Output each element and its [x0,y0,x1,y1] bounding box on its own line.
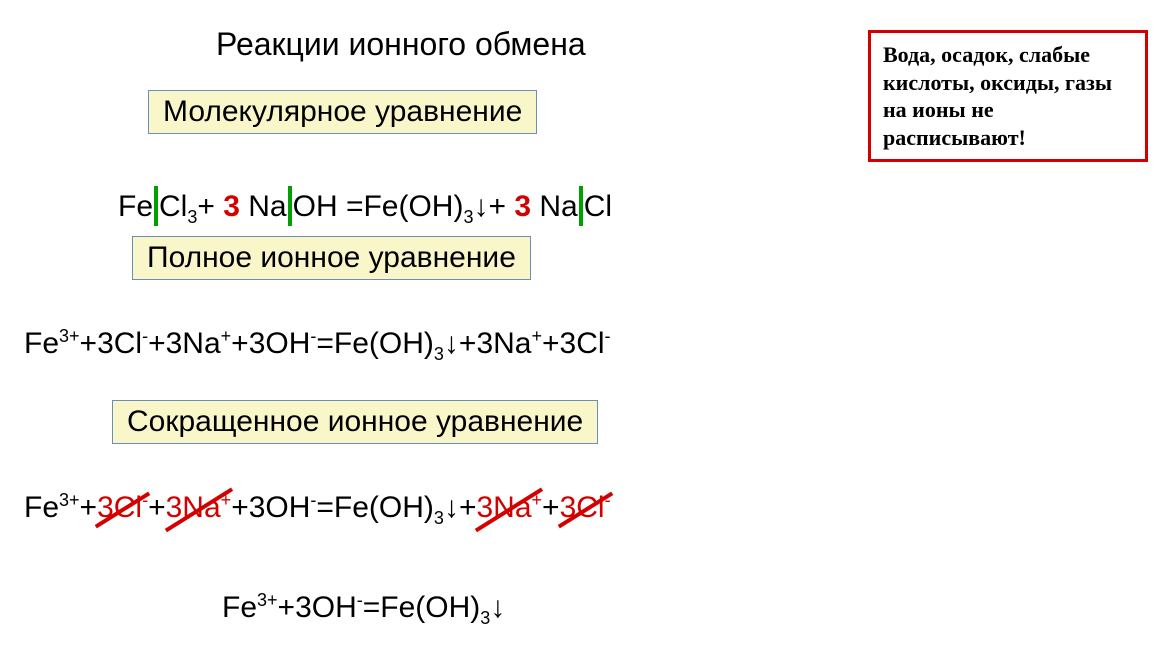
page-title: Реакции ионного обмена [216,26,586,63]
label-full-ionic: Полное ионное уравнение [132,236,531,280]
note-box: Вода, осадок, слабые кислоты, оксиды, га… [868,30,1148,162]
equation-full-ionic: Fe3++3Cl-+3Na++3OH-=Fe(OH)3↓+3Na++3Cl- [24,326,611,365]
label-net-ionic: Сокращенное ионное уравнение [112,400,598,444]
label-molecular: Молекулярное уравнение [148,90,537,134]
equation-net: Fe3++3OH-=Fe(OH)3↓ [222,590,505,629]
equation-crossed: Fe3++3Cl-+3Na++3OH-=Fe(OH)3↓+3Na++3Cl- [24,490,611,529]
equation-molecular: FeCl3+ 3 NaOH =Fe(OH)3↓+ 3 NaCl [118,186,612,228]
